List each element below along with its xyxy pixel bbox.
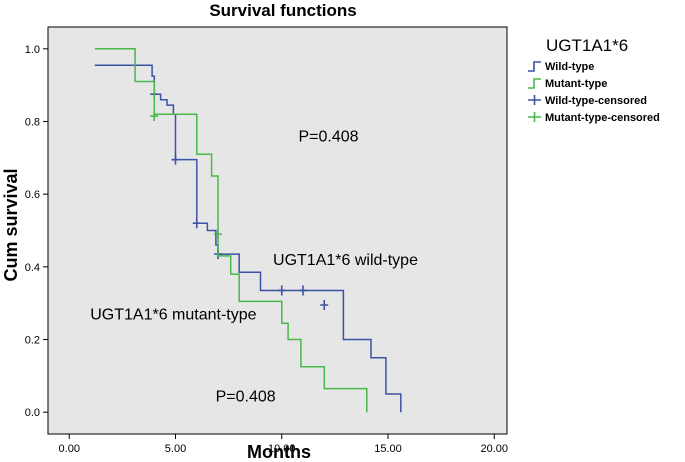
series-layer [94, 48, 402, 413]
chart-annotation: UGT1A1*6 mutant-type [90, 307, 256, 324]
x-tick-label: 20.00 [480, 443, 508, 455]
y-tick-label: 0.0 [25, 407, 40, 419]
legend-step-swatch [528, 61, 541, 72]
y-tick-label: 0.8 [25, 116, 40, 128]
y-tick-label: 0.6 [25, 189, 40, 201]
legend-title: UGT1A1*6 [546, 36, 628, 55]
legend-label: Mutant-type [545, 78, 607, 90]
x-tick-label: 0.00 [59, 443, 80, 455]
chart-title: Survival functions [209, 1, 356, 20]
chart-annotation: UGT1A1*6 wild-type [273, 252, 418, 269]
wild-type-censor-mark [320, 299, 329, 310]
chart-annotation: P=0.408 [298, 128, 358, 145]
x-tick-label: 15.00 [374, 443, 402, 455]
mutant-type-censor-mark [214, 229, 222, 240]
x-axis-ticks: 0.00 5.00 10.00 15.00 20.00 [59, 434, 508, 455]
wild-type-censor-mark [277, 285, 286, 296]
y-tick-label: 0.2 [25, 335, 40, 347]
legend-label: Wild-type [545, 61, 594, 73]
legend-step-swatch [528, 78, 541, 89]
wild-type-censor-mark [171, 154, 180, 165]
annotation-layer: P=0.408 UGT1A1*6 wild-type UGT1A1*6 mutant… [90, 128, 418, 405]
x-axis-label: Months [247, 442, 311, 462]
y-axis-label: Cum survival [1, 168, 21, 281]
legend: UGT1A1*6 Wild-type Mutant-type Wild-type-c… [528, 36, 660, 124]
legend-label: Mutant-type-censored [545, 112, 660, 124]
legend-censor-swatch [528, 112, 541, 122]
y-tick-label: 0.4 [25, 262, 40, 274]
legend-label: Wild-type-censored [545, 95, 647, 107]
y-axis-ticks: 0.0 0.2 0.4 0.6 0.8 1.0 [25, 44, 48, 419]
plot-area [47, 26, 508, 435]
wild-type-censor-mark [192, 218, 201, 229]
legend-censor-swatch [528, 95, 541, 105]
x-tick-label: 10.00 [268, 443, 296, 455]
x-tick-label: 5.00 [165, 443, 186, 455]
y-tick-label: 1.0 [25, 44, 40, 56]
wild-type-censor-mark [299, 285, 307, 296]
mutant-type-censor-mark [150, 111, 159, 122]
wild-type-survival-curve [94, 64, 402, 413]
chart-annotation: P=0.408 [216, 388, 276, 405]
